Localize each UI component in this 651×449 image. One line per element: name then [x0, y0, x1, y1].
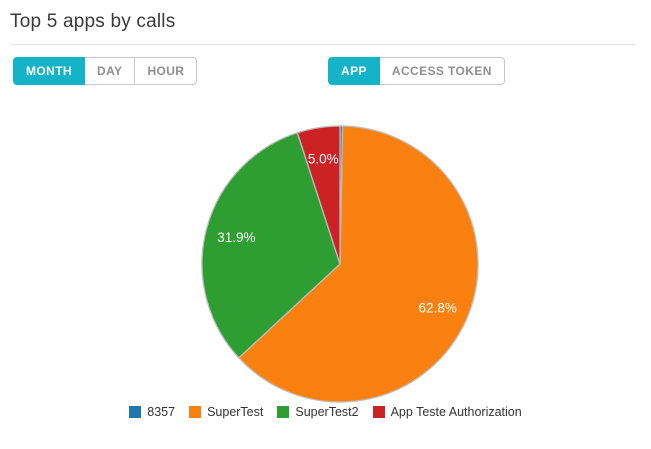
pie-slice-supertest2[interactable] [201, 132, 341, 359]
slice-percent-label: 5.0% [308, 151, 339, 166]
entity-type-button-group: APP ACCESS TOKEN [328, 57, 505, 85]
legend-label: App Teste Authorization [390, 405, 522, 419]
legend-item-8357[interactable]: 8357 [129, 405, 175, 419]
legend-label: SuperTest2 [295, 405, 359, 419]
legend-item-supertest[interactable]: SuperTest [189, 405, 263, 419]
month-button[interactable]: MONTH [13, 57, 85, 85]
day-button[interactable]: DAY [85, 57, 136, 85]
legend-item-app-teste-authorization[interactable]: App Teste Authorization [372, 405, 522, 419]
legend-swatch [129, 406, 142, 418]
slice-percent-label: 31.9% [217, 230, 255, 245]
access-token-button[interactable]: ACCESS TOKEN [379, 57, 505, 85]
legend-swatch [277, 406, 290, 418]
legend-swatch [189, 406, 202, 418]
pie-slice-app-teste-authorization[interactable] [296, 125, 341, 265]
page-title: Top 5 apps by calls [10, 11, 176, 32]
time-range-button-group: MONTH DAY HOUR [13, 57, 198, 85]
legend-label: 8357 [147, 405, 176, 419]
title-divider [10, 44, 636, 45]
legend-label: SuperTest [207, 405, 264, 419]
app-button[interactable]: APP [328, 57, 380, 85]
pie-slice-supertest[interactable] [238, 125, 479, 403]
slice-percent-label: 62.8% [419, 301, 457, 316]
legend-item-supertest2[interactable]: SuperTest2 [277, 405, 359, 419]
hour-button[interactable]: HOUR [135, 57, 198, 85]
chart-legend: 8357 SuperTest SuperTest2 App Teste Authori… [0, 405, 651, 419]
legend-swatch [372, 406, 385, 418]
